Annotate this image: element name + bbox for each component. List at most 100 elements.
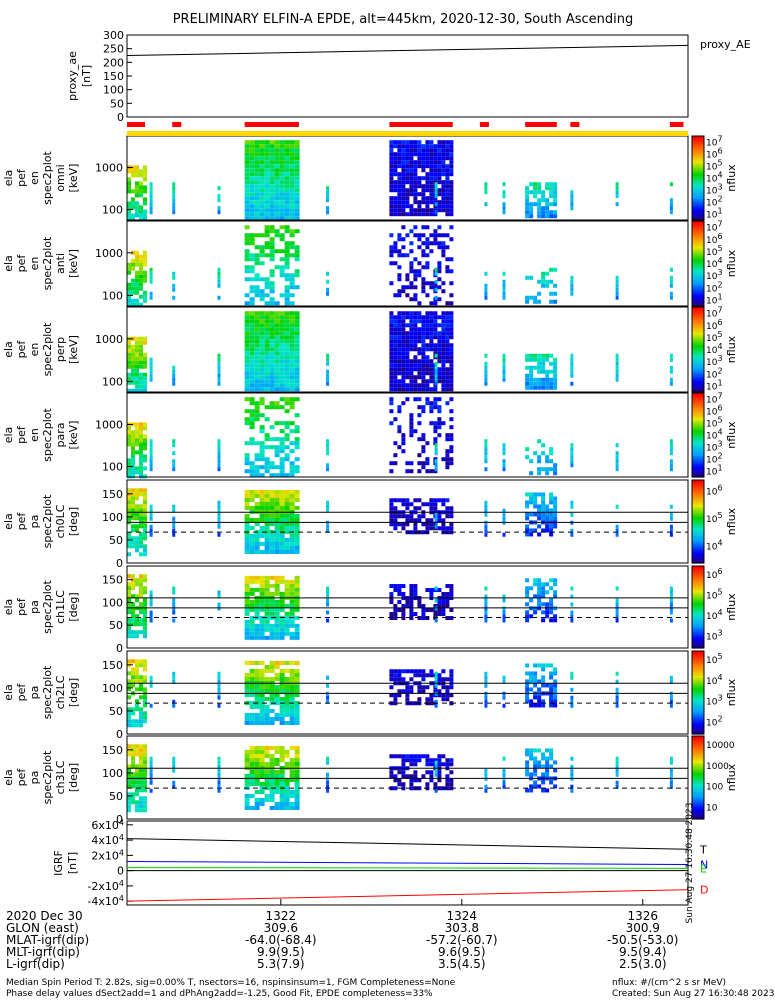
heatmap-cell [393, 371, 398, 376]
heatmap-cell [413, 140, 418, 145]
heatmap-cell [127, 496, 131, 501]
heatmap-cell [249, 152, 255, 157]
heatmap-cell [289, 405, 295, 410]
ephemeris-value: 309.6 [264, 921, 298, 935]
heatmap-cell [149, 451, 153, 456]
heatmap-cell [284, 545, 290, 550]
heatmap-cell [284, 168, 290, 173]
heatmap-cell [131, 286, 135, 291]
heatmap-cell [259, 781, 265, 786]
heatmap-cell [615, 279, 619, 284]
heatmap-cell [131, 438, 135, 443]
heatmap-cell [264, 720, 270, 725]
heatmap-cell [274, 160, 280, 165]
heatmap-cell [269, 249, 275, 254]
heatmap-cell [397, 514, 402, 519]
heatmap-cell [437, 339, 442, 344]
heatmap-cell [127, 458, 131, 463]
heatmap-cell [615, 182, 619, 187]
heatmap-cell [244, 672, 250, 677]
heatmap-cell [405, 383, 410, 388]
heatmap-cell [441, 371, 446, 376]
heatmap-cell [135, 422, 139, 427]
heatmap-cell [135, 744, 139, 749]
colorbar-cell [692, 673, 704, 677]
heatmap-cell [484, 504, 488, 509]
heatmap-cell [389, 347, 394, 352]
heatmap-cell [449, 367, 454, 372]
heatmap-cell [393, 180, 398, 185]
heatmap-cell [289, 319, 295, 324]
heatmap-cell [259, 607, 265, 612]
heatmap-cell [244, 635, 250, 640]
heatmap-cell [135, 614, 139, 619]
heatmap-cell [264, 445, 270, 450]
heatmap-cell [429, 168, 434, 173]
heatmap-cell [269, 180, 275, 185]
heatmap-cell [525, 365, 530, 370]
heatmap-cell [525, 772, 530, 777]
heatmap-cell [269, 789, 275, 794]
heatmap-cell [259, 517, 265, 522]
heatmap-cell [326, 210, 330, 215]
heatmap-cell [397, 405, 402, 410]
heatmap-cell [289, 343, 295, 348]
heatmap-cell [139, 764, 143, 769]
colorbar-cell [692, 480, 704, 483]
colorbar-cell [692, 550, 704, 554]
heatmap-cell [284, 192, 290, 197]
heatmap-cell [429, 172, 434, 177]
heatmap-cell [669, 780, 673, 785]
heatmap-cell [143, 474, 147, 479]
heatmap-cell [139, 800, 143, 805]
heatmap-cell [143, 512, 147, 517]
heatmap-cell [135, 703, 139, 708]
heatmap-cell [274, 773, 280, 778]
heatmap-cell [429, 367, 434, 372]
heatmap-cell [131, 290, 135, 295]
heatmap-cell [244, 716, 250, 721]
heatmap-cell [259, 383, 265, 388]
heatmap-cell [131, 516, 135, 521]
heatmap-cell [393, 152, 398, 157]
colorbar-cell [692, 146, 704, 150]
heatmap-cell [249, 172, 255, 177]
heatmap-cell [172, 381, 176, 386]
colorbar-label: nflux [725, 593, 738, 621]
heatmap-cell [525, 528, 530, 533]
heatmap-cell [553, 524, 558, 529]
heatmap-cell [425, 518, 430, 523]
heatmap-cell [259, 660, 265, 665]
heatmap-cell [545, 279, 550, 284]
heatmap-cell [437, 261, 442, 266]
heatmap-cell [434, 202, 438, 207]
heatmap-cell [289, 208, 295, 213]
heatmap-cell [417, 184, 422, 189]
heatmap-cell [437, 588, 442, 593]
heatmap-cell [413, 293, 418, 298]
heatmap-cell [131, 622, 135, 627]
igrf-line-E [126, 867, 689, 869]
heatmap-cell [397, 192, 402, 197]
colorbar-cell [692, 381, 704, 385]
heatmap-cell [326, 451, 330, 456]
heatmap-cell [537, 357, 542, 362]
heatmap-cell [143, 336, 147, 341]
colorbar-cell [692, 169, 704, 173]
heatmap-cell [269, 184, 275, 189]
heatmap-cell [254, 315, 260, 320]
heatmap-cell [279, 273, 285, 278]
heatmap-cell [244, 351, 250, 356]
heatmap-cell [401, 770, 406, 775]
heatmap-cell [269, 688, 275, 693]
heatmap-cell [289, 525, 295, 530]
heatmap-cell [533, 679, 538, 684]
heatmap-cell [259, 200, 265, 205]
colorbar-cell [692, 418, 704, 421]
heatmap-cell [537, 206, 542, 211]
heatmap-cell [525, 618, 530, 623]
heatmap-cell [131, 780, 135, 785]
heatmap-cell [269, 351, 275, 356]
heatmap-cell [553, 614, 558, 619]
